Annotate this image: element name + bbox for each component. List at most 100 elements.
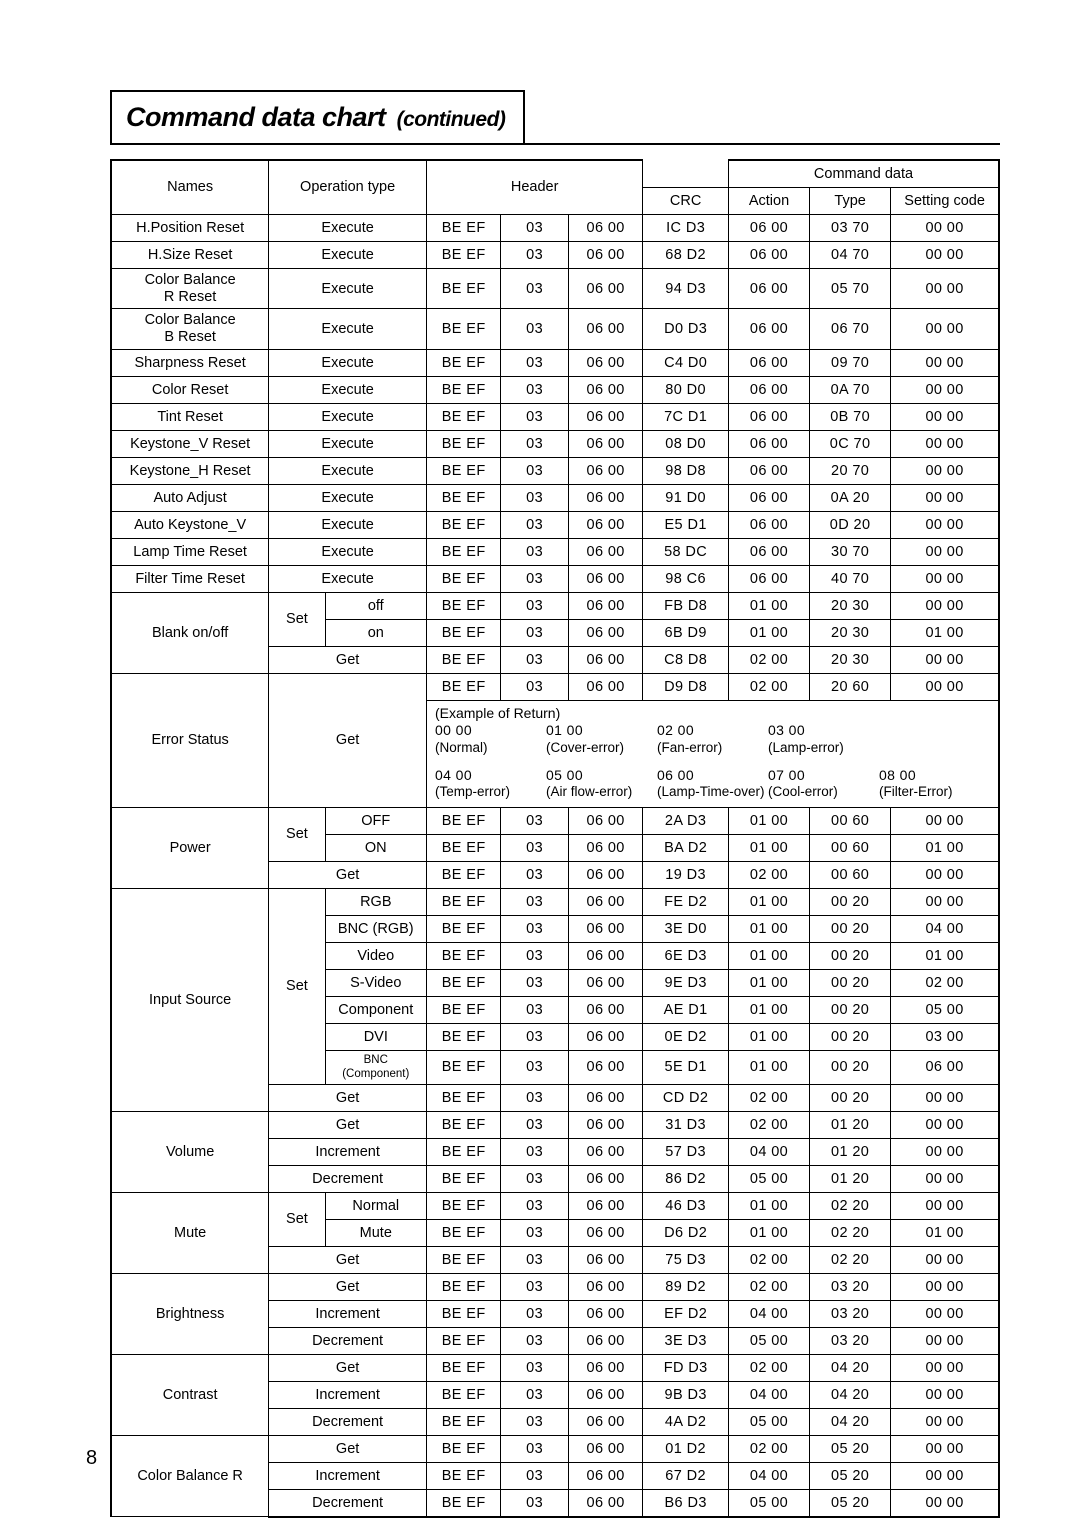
cell-action: 02 00 — [728, 1354, 809, 1381]
cell-h3: 06 00 — [568, 1111, 642, 1138]
error-code: 02 00(Fan-error) — [657, 722, 768, 756]
cell-crc: 58 DC — [643, 538, 729, 565]
cell-h2: 03 — [501, 565, 569, 592]
row-op: Execute — [269, 349, 427, 376]
error-return-block: (Example of Return)00 00(Normal)01 00(Co… — [427, 701, 998, 763]
cell-crc: EF D2 — [643, 1300, 729, 1327]
cell-crc: E5 D1 — [643, 511, 729, 538]
cell-h1: BE EF — [426, 1300, 500, 1327]
cell-action: 01 00 — [728, 834, 809, 861]
cell-action: 01 00 — [728, 592, 809, 619]
table-row: Color BalanceB ResetExecuteBE EF0306 00D… — [111, 309, 999, 349]
cell-crc: 9B D3 — [643, 1381, 729, 1408]
cell-h3: 06 00 — [568, 403, 642, 430]
cell-crc: 89 D2 — [643, 1273, 729, 1300]
cell-h3: 06 00 — [568, 565, 642, 592]
cell-setting: 05 00 — [891, 996, 999, 1023]
cell-action: 01 00 — [728, 942, 809, 969]
cell-setting: 01 00 — [891, 619, 999, 646]
cell-action: 02 00 — [728, 646, 809, 673]
cell-crc: 6B D9 — [643, 619, 729, 646]
cell-h1: BE EF — [426, 309, 500, 349]
cell-type: 01 20 — [810, 1138, 891, 1165]
cell-type: 20 70 — [810, 457, 891, 484]
cell-h3: 06 00 — [568, 1408, 642, 1435]
error-code: 03 00(Lamp-error) — [768, 722, 879, 756]
row-op: Decrement — [269, 1165, 427, 1192]
cell-h2: 03 — [501, 430, 569, 457]
cell-h3: 06 00 — [568, 1300, 642, 1327]
cell-action: 01 00 — [728, 1023, 809, 1050]
cell-h1: BE EF — [426, 430, 500, 457]
cell-h2: 03 — [501, 807, 569, 834]
cell-h2: 03 — [501, 834, 569, 861]
cell-setting: 00 00 — [891, 1084, 999, 1111]
cell-action: 06 00 — [728, 484, 809, 511]
row-op: Increment — [269, 1138, 427, 1165]
cell-h2: 03 — [501, 1489, 569, 1517]
cell-crc: 31 D3 — [643, 1111, 729, 1138]
cell-action: 05 00 — [728, 1165, 809, 1192]
row-name: Mute — [111, 1192, 269, 1273]
cell-h2: 03 — [501, 1273, 569, 1300]
cell-h2: 03 — [501, 484, 569, 511]
cell-setting: 00 00 — [891, 1381, 999, 1408]
cell-h3: 06 00 — [568, 834, 642, 861]
cell-h2: 03 — [501, 376, 569, 403]
row-name: Tint Reset — [111, 403, 269, 430]
cell-h3: 06 00 — [568, 457, 642, 484]
row-op-set: Set — [269, 1192, 325, 1246]
table-row: VolumeGetBE EF0306 0031 D302 0001 2000 0… — [111, 1111, 999, 1138]
row-op-value: OFF — [325, 807, 426, 834]
cell-action: 06 00 — [728, 376, 809, 403]
row-op-value: BNC (RGB) — [325, 915, 426, 942]
cell-h3: 06 00 — [568, 430, 642, 457]
cell-h3: 06 00 — [568, 996, 642, 1023]
row-op-value: DVI — [325, 1023, 426, 1050]
cell-type: 00 20 — [810, 969, 891, 996]
cell-h1: BE EF — [426, 673, 500, 700]
table-row: Auto Keystone_VExecuteBE EF0306 00E5 D10… — [111, 511, 999, 538]
cell-action: 01 00 — [728, 1050, 809, 1084]
cell-h1: BE EF — [426, 619, 500, 646]
cell-type: 01 20 — [810, 1165, 891, 1192]
row-op: Get — [269, 1354, 427, 1381]
cell-h3: 06 00 — [568, 1435, 642, 1462]
cell-h1: BE EF — [426, 1165, 500, 1192]
hdr-op: Operation type — [269, 160, 427, 215]
cell-setting: 00 00 — [891, 1300, 999, 1327]
cell-setting: 00 00 — [891, 1327, 999, 1354]
cell-h3: 06 00 — [568, 1354, 642, 1381]
cell-setting: 01 00 — [891, 1219, 999, 1246]
cell-h1: BE EF — [426, 861, 500, 888]
cell-h1: BE EF — [426, 1084, 500, 1111]
row-name: Contrast — [111, 1354, 269, 1435]
row-op-value: ON — [325, 834, 426, 861]
cell-setting: 00 00 — [891, 1138, 999, 1165]
cell-action: 01 00 — [728, 807, 809, 834]
row-op-set: Set — [269, 888, 325, 1084]
cell-h3: 06 00 — [568, 242, 642, 269]
cell-crc: 98 C6 — [643, 565, 729, 592]
error-code: 00 00(Normal) — [435, 722, 546, 756]
cell-h3: 06 00 — [568, 1192, 642, 1219]
cell-setting: 00 00 — [891, 592, 999, 619]
row-name: Color BalanceB Reset — [111, 309, 269, 349]
row-op: Increment — [269, 1300, 427, 1327]
row-name: Filter Time Reset — [111, 565, 269, 592]
cell-h1: BE EF — [426, 996, 500, 1023]
row-op: Execute — [269, 215, 427, 242]
cell-h2: 03 — [501, 1381, 569, 1408]
cell-crc: 98 D8 — [643, 457, 729, 484]
row-op: Get — [269, 1084, 427, 1111]
table-row: Color BalanceR ResetExecuteBE EF0306 009… — [111, 269, 999, 309]
table-row: Tint ResetExecuteBE EF0306 007C D106 000… — [111, 403, 999, 430]
table-row: Input SourceSetRGBBE EF0306 00FE D201 00… — [111, 888, 999, 915]
cell-setting: 00 00 — [891, 1273, 999, 1300]
row-name: Color BalanceR Reset — [111, 269, 269, 309]
cell-setting: 00 00 — [891, 215, 999, 242]
page-title: Command data chart (continued) — [126, 102, 505, 132]
cell-crc: 0E D2 — [643, 1023, 729, 1050]
cell-type: 05 20 — [810, 1435, 891, 1462]
row-op-set: Set — [269, 592, 325, 646]
